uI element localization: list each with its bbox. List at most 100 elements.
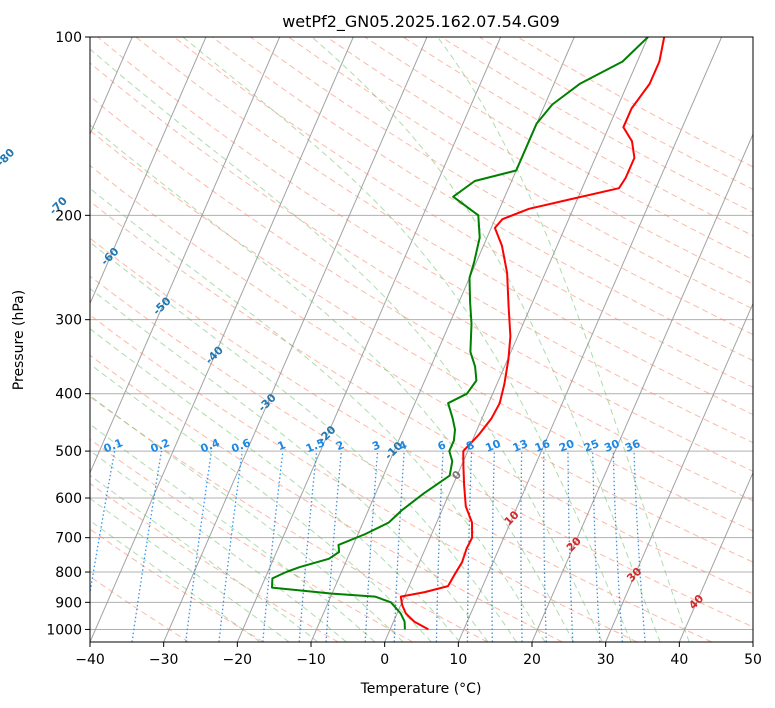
y-tick-label: 100 [55,30,82,46]
y-tick-label: 400 [55,387,82,403]
dry-adiabats [90,37,753,642]
moist-adiabat-line [90,520,261,642]
moist-adiabat-line [90,124,575,642]
isotherm-line [90,37,207,305]
isotherm-line [384,37,649,642]
x-tick-label: −30 [149,652,179,668]
moist-adiabat-line [90,187,546,642]
moist-adiabat-line [90,328,461,642]
dry-adiabat-line [326,37,753,285]
mixing-ratio-label: 36 [623,437,642,455]
x-tick-label: −40 [75,652,105,668]
plot-area [0,37,753,642]
dry-adiabat-line [90,129,753,532]
mixing-ratio-label: 25 [582,437,601,455]
dry-adiabat-line [90,528,264,642]
mixing-ratio-labels: 0.1 0.2 0.4 0.6 1 1.5 2 3 4 6 8 10 13 16 20 25 30 36 [102,436,643,455]
mixing-ratio-line [520,451,523,642]
mixing-ratio-label: 1 [276,438,288,453]
dry-adiabat-line [90,237,753,628]
y-tick-label: 600 [55,491,82,507]
mixing-ratio-label: 0.4 [199,436,222,455]
x-axis-label: Temperature (°C) [360,681,482,697]
y-tick-label: 500 [55,444,82,460]
mixing-ratio-line [90,450,116,597]
y-tick-label: 200 [55,208,82,224]
mixing-ratio-label: 13 [511,437,530,455]
moist-adiabats [90,37,690,642]
mixing-ratio-label: 0.1 [102,436,125,455]
moist-adiabat-line [90,241,517,642]
plot-frame [89,36,754,643]
moist-adiabat-line [311,37,661,642]
moist-adiabat-line [437,37,690,642]
isotherm-label: -50 [150,294,173,317]
isotherm-line [457,37,723,642]
isotherm-line [90,37,281,474]
isotherm-label: -80 [0,146,18,169]
dewpoint-line [271,37,649,630]
y-tick-label: 700 [55,531,82,547]
mixing-ratio-label: 10 [483,437,502,455]
mixing-ratio-line [364,451,379,642]
mixing-ratio-label: 8 [464,438,476,453]
isotherm-label: 0 [449,468,464,483]
isotherm-label: 40 [686,592,706,612]
mixing-ratio-label: 16 [533,437,552,455]
x-tick-label: 0 [380,652,389,668]
y-tick-label: 1000 [46,622,82,638]
dry-adiabat-line [211,37,753,362]
isotherm-line [236,37,502,642]
dry-adiabat-line [90,164,753,563]
mixing-ratio-line [491,451,495,642]
moist-adiabat-line [90,48,603,642]
moist-adiabat-line [90,497,290,642]
isotherm-line [531,132,753,642]
moist-adiabat-line [90,363,432,642]
dry-adiabat-line [97,37,753,444]
moist-adiabat-line [90,395,404,642]
dry-adiabat-line [517,37,753,168]
mixing-ratio-line [218,451,243,642]
y-axis-label: Pressure (hPa) [11,290,27,390]
dry-adiabat-line [90,314,638,642]
mixing-ratio-lines [90,450,646,642]
x-tick-label: 20 [523,652,541,668]
dry-adiabat-line [250,37,753,336]
mixing-ratio-label: 2 [334,438,346,453]
x-tick-label: 30 [597,652,615,668]
y-axis-ticks: 100 200 300 400 500 600 700 800 900 1000 [46,30,90,638]
mixing-ratio-line [325,451,343,642]
isotherm-line [0,37,59,642]
pressure-grid [90,37,753,630]
dry-adiabat-line [90,200,753,595]
dry-adiabat-line [90,438,414,642]
isotherm-line [678,471,753,642]
y-tick-label: 300 [55,313,82,329]
isotherm-label: -40 [203,343,226,366]
x-tick-label: −10 [296,652,326,668]
dry-adiabat-line [90,275,712,642]
moist-adiabat-line [90,474,319,642]
y-tick-label: 800 [55,565,82,581]
dry-adiabat-line [90,575,190,642]
x-axis-ticks: −40 −30 −20 −10 0 10 20 30 40 50 [75,642,762,668]
mixing-ratio-label: 20 [557,437,576,455]
isotherm-label: -30 [256,391,279,414]
dry-adiabat-line [90,482,339,642]
x-tick-label: −20 [223,652,253,668]
isotherm-line [605,302,753,642]
dry-adiabat-line [288,37,753,310]
temperature-line [399,37,666,631]
y-tick-label: 900 [55,595,82,611]
sounding-profiles [271,37,666,631]
mixing-ratio-label: 0.6 [229,436,252,455]
dry-adiabat-line [90,95,753,502]
dry-adiabat-line [173,37,753,388]
chart-title: wetPf2_GN05.2025.162.07.54.G09 [282,12,560,32]
isotherm-line [163,37,428,642]
isotherm-line [752,640,753,642]
dry-adiabat-line [135,37,753,416]
moist-adiabat-line [90,423,376,642]
